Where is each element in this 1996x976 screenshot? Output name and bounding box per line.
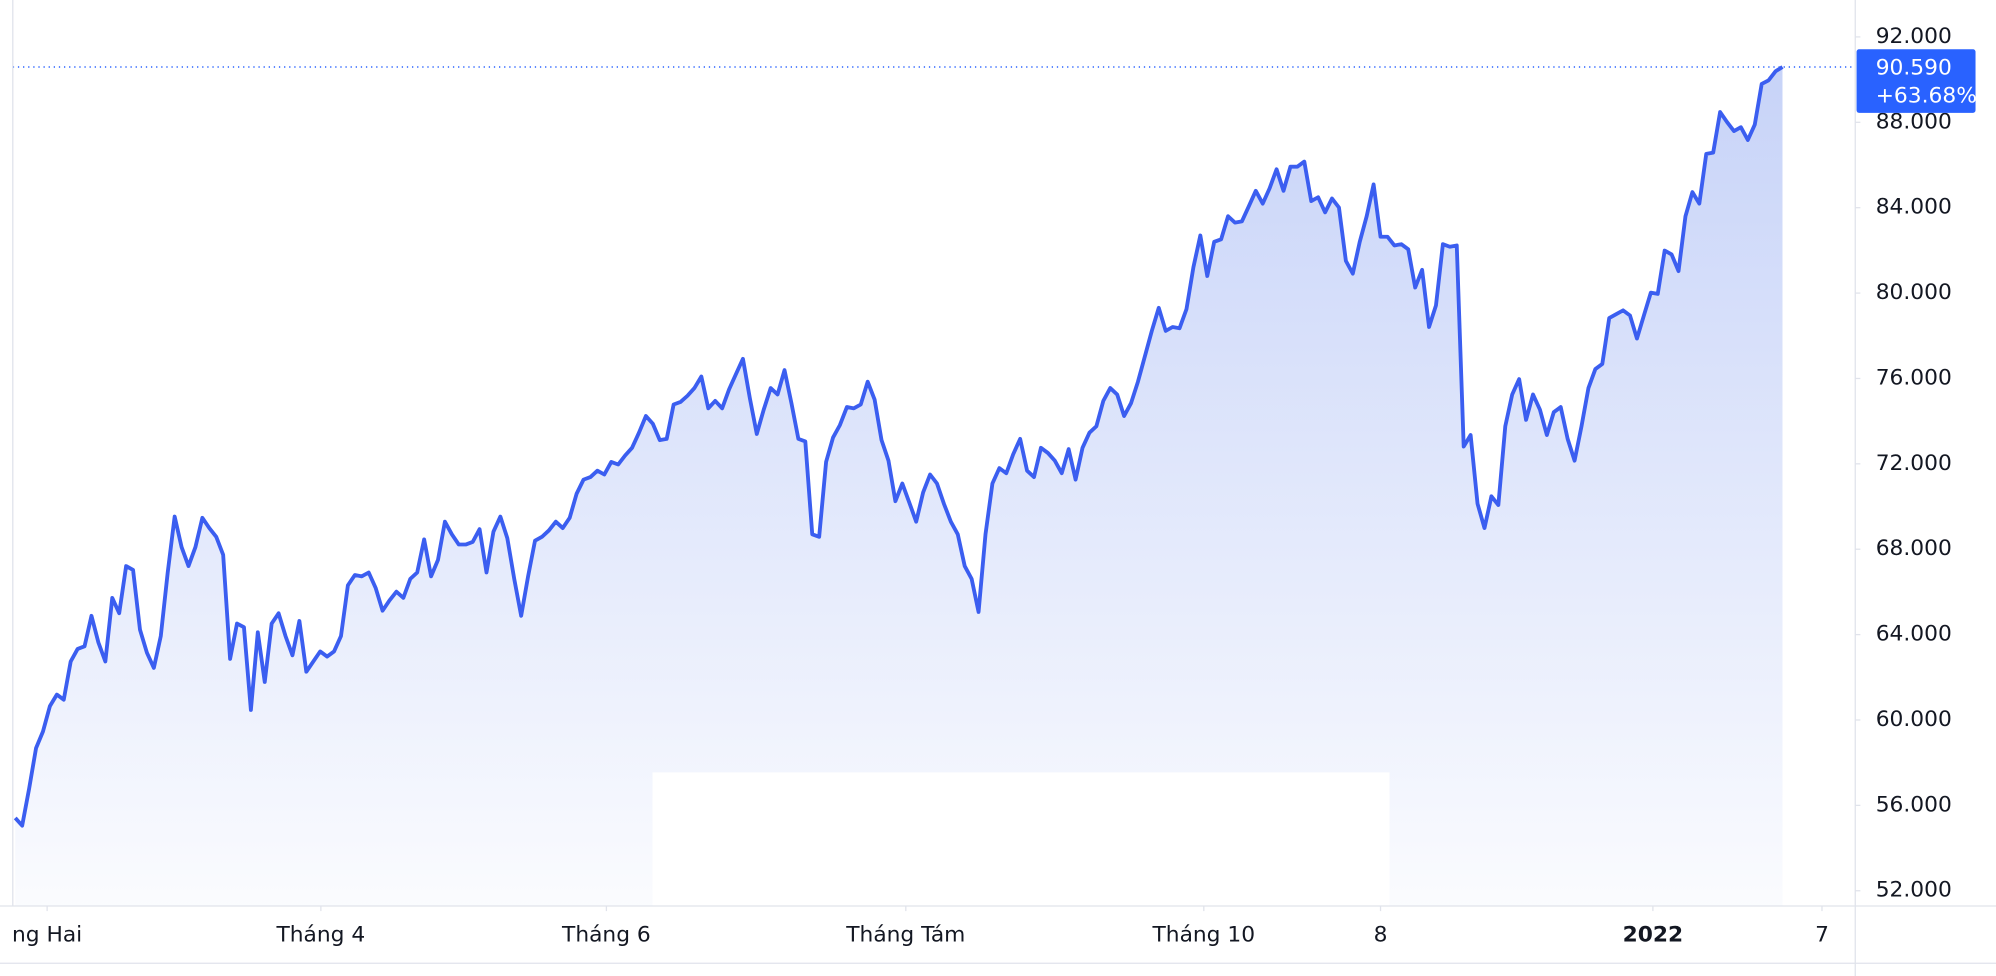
area: [15, 67, 1783, 907]
x-tick-label: 7: [1815, 922, 1829, 947]
y-tick-label: 72.000: [1876, 451, 1952, 476]
x-tick-label: Tháng 4: [276, 922, 366, 947]
y-tick-label: 88.000: [1876, 109, 1952, 134]
last-value-label: 90.590: [1876, 55, 1952, 80]
x-tick-label: Tháng 10: [1152, 922, 1256, 947]
y-tick-label: 60.000: [1876, 707, 1952, 732]
labels: 52.000 56.000 60.000 64.000 68.000 72.000 76.0…: [12, 24, 1977, 947]
line: [13, 65, 1784, 828]
cover: [652, 772, 1390, 907]
y-tick-label: 80.000: [1876, 280, 1952, 305]
x-tick-label: Tháng 6: [561, 922, 651, 947]
x-tick-label: Tháng Tám: [845, 922, 965, 947]
y-tick-label: 84.000: [1876, 195, 1952, 220]
y-tick-label: 52.000: [1876, 878, 1952, 903]
change-label: +63.68%: [1876, 83, 1977, 108]
last-value-box: [1856, 49, 1976, 113]
x-tick-label: 8: [1374, 922, 1388, 947]
x-tick-label: ng Hai: [12, 922, 82, 947]
y-tick-label: 64.000: [1876, 622, 1952, 647]
plot-area: [12, 65, 1856, 907]
y-tick-label: 68.000: [1876, 536, 1952, 561]
x-tick-label: 2022: [1623, 922, 1684, 947]
y-tick-label: 92.000: [1876, 24, 1952, 49]
y-tick-label: 76.000: [1876, 365, 1952, 390]
y-tick-label: 56.000: [1876, 792, 1952, 817]
